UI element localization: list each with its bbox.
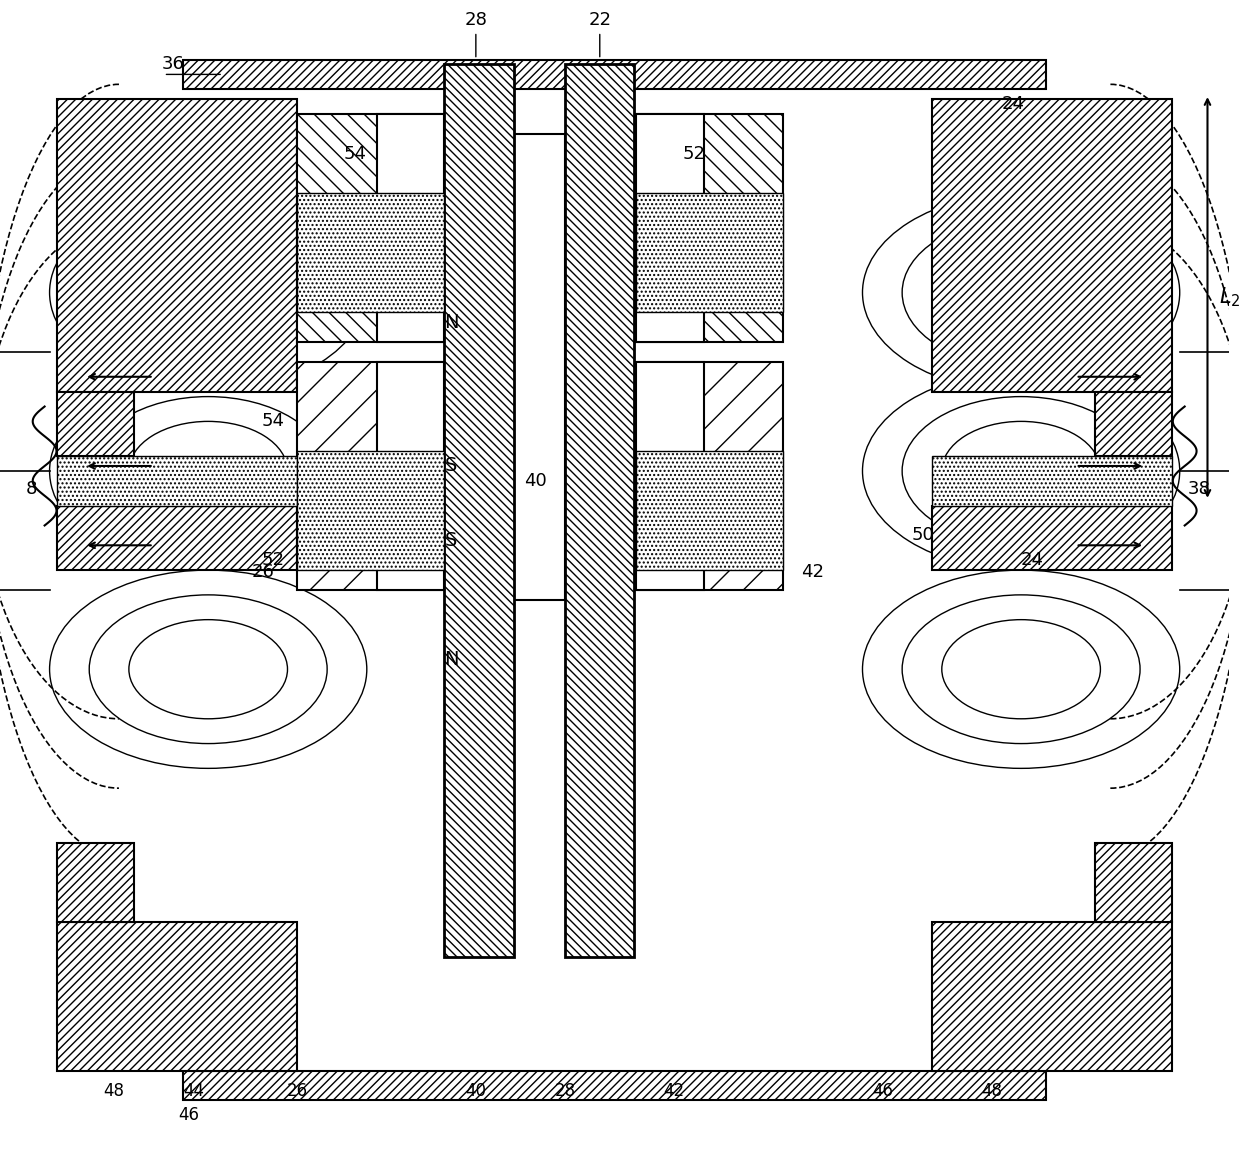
Bar bbox=[513, 133, 565, 600]
Text: 36: 36 bbox=[162, 56, 185, 73]
Bar bbox=[636, 451, 784, 570]
Bar bbox=[1095, 392, 1172, 456]
Text: 40: 40 bbox=[465, 1081, 486, 1100]
Bar bbox=[932, 100, 1172, 392]
Text: 28: 28 bbox=[465, 10, 487, 57]
Text: 42: 42 bbox=[801, 563, 825, 581]
Text: 54: 54 bbox=[262, 413, 284, 430]
Text: 24: 24 bbox=[1021, 551, 1044, 570]
Text: 54: 54 bbox=[343, 145, 366, 162]
Bar bbox=[1095, 842, 1172, 922]
Text: S: S bbox=[445, 531, 458, 550]
Text: 24: 24 bbox=[1001, 95, 1024, 114]
Bar bbox=[636, 114, 784, 342]
Text: 46: 46 bbox=[872, 1081, 893, 1100]
Text: 52: 52 bbox=[682, 145, 706, 162]
Text: 8: 8 bbox=[26, 480, 37, 498]
Bar bbox=[298, 451, 444, 570]
Bar bbox=[57, 506, 298, 570]
Bar bbox=[377, 362, 444, 590]
Bar bbox=[57, 922, 298, 1071]
Bar bbox=[184, 1071, 1045, 1101]
Bar bbox=[377, 114, 444, 342]
Text: $L_2$: $L_2$ bbox=[1219, 285, 1240, 310]
Bar bbox=[57, 392, 134, 456]
Text: 46: 46 bbox=[177, 1107, 198, 1124]
Bar bbox=[932, 506, 1172, 570]
Bar bbox=[57, 842, 134, 922]
Text: 26: 26 bbox=[252, 563, 274, 581]
Bar bbox=[636, 114, 704, 342]
Bar bbox=[932, 456, 1172, 506]
Bar bbox=[636, 362, 704, 590]
Text: 50: 50 bbox=[913, 527, 935, 544]
Bar bbox=[298, 114, 444, 342]
Text: 44: 44 bbox=[182, 1081, 203, 1100]
Text: 42: 42 bbox=[663, 1081, 684, 1100]
Text: N: N bbox=[444, 650, 459, 669]
Bar bbox=[636, 362, 784, 590]
Text: 38: 38 bbox=[1188, 480, 1211, 498]
Text: 52: 52 bbox=[262, 551, 284, 570]
Text: 22: 22 bbox=[588, 10, 611, 57]
Text: N: N bbox=[444, 313, 459, 332]
Bar bbox=[932, 922, 1172, 1071]
Text: 28: 28 bbox=[554, 1081, 575, 1100]
Text: 48: 48 bbox=[981, 1081, 1002, 1100]
Text: S: S bbox=[445, 457, 458, 476]
Bar bbox=[565, 65, 635, 957]
Text: 48: 48 bbox=[103, 1081, 124, 1100]
Bar bbox=[444, 65, 513, 957]
Text: 40: 40 bbox=[525, 472, 547, 490]
Bar bbox=[298, 362, 444, 590]
Bar bbox=[298, 194, 444, 312]
Text: 26: 26 bbox=[286, 1081, 308, 1100]
Bar bbox=[57, 456, 298, 506]
Bar bbox=[184, 59, 1045, 89]
Bar bbox=[57, 100, 298, 392]
Bar bbox=[636, 194, 784, 312]
